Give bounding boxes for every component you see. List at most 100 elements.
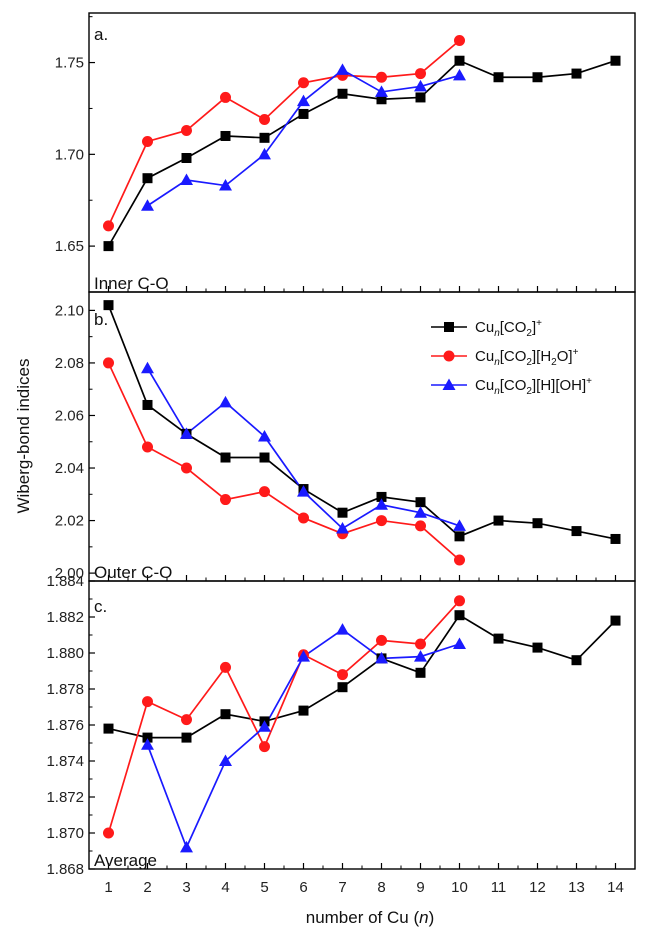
panel-a-series-0-point-10 [493, 72, 504, 83]
panel-c-series-0-point-3 [220, 709, 231, 720]
panel-c-series-1-point-0 [103, 827, 114, 839]
panel-b-series-0-point-8 [415, 497, 426, 508]
panel-c-series-2-point-0 [141, 738, 154, 750]
x-tick-label: 11 [491, 879, 507, 896]
panel-b-series-0-point-1 [142, 399, 153, 410]
x-tick-label: 2 [143, 879, 151, 896]
panel-b-series-0-point-0 [103, 300, 114, 311]
panel-b-series-0-point-10 [493, 515, 504, 526]
panel-b-y-tick-label: 2.02 [55, 513, 84, 530]
panel-b-series-0-point-6 [337, 507, 348, 518]
x-tick-label: 12 [529, 879, 546, 896]
x-tick-label: 7 [338, 879, 346, 896]
panel-a-corner-label: Inner C-O [94, 274, 169, 293]
panel-b-series-2-point-6 [375, 498, 388, 510]
panel-c-series-2-point-3 [258, 720, 271, 732]
panel-c-series-1-point-7 [376, 634, 387, 646]
panel-c-series-1-point-8 [415, 638, 426, 650]
panel-a-y-tick-label: 1.75 [55, 55, 84, 72]
panel-c-series-2-point-8 [453, 637, 466, 649]
panel-b-series-2-point-3 [258, 430, 271, 442]
panel-b-series-2-line [146, 367, 460, 530]
panel-b-corner-label: Outer C-O [94, 563, 172, 582]
panel-c-frame [88, 580, 636, 870]
panel-a-series-0-line [107, 59, 616, 247]
panel-a-label: a. [94, 25, 108, 44]
panel-c-series-0-point-1 [142, 732, 153, 743]
panel-b-series-0-line [107, 304, 616, 540]
legend-marker-black [444, 322, 454, 332]
panel-c-y-tick-label: 1.872 [46, 789, 84, 806]
panel-a-series-2-point-1 [180, 173, 193, 186]
panel-c-series-0-point-8 [415, 667, 426, 678]
panel-a-y-tick-label: 1.65 [55, 238, 84, 255]
panel-b-series-1-point-2 [181, 462, 192, 474]
panel-c-series-0-point-6 [337, 682, 348, 693]
panel-c-series-2-point-4 [297, 650, 310, 662]
panel-c-series-2-point-5 [336, 623, 349, 635]
panel-a-series-1-point-0 [103, 220, 114, 232]
panel-b-y-tick-label: 2.08 [55, 355, 84, 372]
panel-a-series-1-line [107, 39, 461, 227]
panel-c-series-1-line [107, 600, 461, 834]
panel-b-series-2-point-5 [336, 521, 349, 534]
panel-a-series-1-point-5 [298, 77, 309, 89]
x-axis-title: number of Cu (n) [306, 908, 435, 927]
panel-a-series-1-point-1 [142, 135, 153, 147]
panel-b-series-0-point-3 [220, 452, 231, 463]
panel-a-series-0-point-5 [298, 108, 309, 119]
panel-c-series-0-point-13 [610, 615, 621, 626]
panel-a-series-0-point-2 [181, 153, 192, 164]
panel-b-series-0-point-9 [454, 531, 465, 542]
panel-c-corner-label: Average [94, 851, 157, 870]
panel-c-series-0-point-2 [181, 732, 192, 743]
panel-c-series-1-point-1 [142, 696, 153, 708]
y-axis-title: Wiberg-bond indices [14, 359, 33, 514]
panel-c-series-0-line [108, 614, 617, 739]
x-tick-label: 3 [182, 879, 190, 896]
panel-a-series-0-point-4 [259, 132, 270, 143]
x-tick-label: 4 [221, 879, 229, 896]
panel-b-series-2-point-2 [219, 395, 232, 408]
panel-a-series-2-point-7 [414, 79, 427, 92]
panel-a-series-0-point-6 [337, 88, 348, 99]
panel-c-series-1-point-2 [181, 714, 192, 726]
panel-c-y-tick-label: 1.882 [46, 609, 84, 626]
panel-b-series-1-point-1 [142, 441, 153, 453]
legend-marker-blue [442, 378, 456, 390]
x-tick-label: 10 [451, 879, 468, 896]
panel-a-series-1-point-2 [181, 124, 192, 136]
panel-b-frame [88, 291, 636, 582]
panel-c-y-tick-label: 1.878 [46, 681, 84, 698]
panel-a-series-0-point-12 [571, 68, 582, 79]
panel-c-series-0-point-5 [298, 705, 309, 716]
x-tick-label: 8 [377, 879, 385, 896]
panel-c-series-1-point-3 [220, 661, 231, 673]
legend-marker-red [443, 350, 455, 362]
legend-label-black: Cun[CO2]+ [475, 318, 542, 339]
panel-b-series-2-point-8 [453, 519, 466, 531]
panel-c-series-0-point-10 [493, 633, 504, 644]
panel-a-series-0-point-11 [532, 72, 543, 83]
x-axis-title-main: number of Cu ( [306, 908, 420, 927]
panel-b-series-2-point-4 [297, 485, 310, 497]
panel-c-series-0-point-11 [532, 642, 543, 653]
panel-a-series-2-point-8 [453, 68, 466, 81]
panel-b-series-0-point-4 [259, 452, 270, 463]
panel-a-series-1-point-7 [376, 71, 387, 83]
panel-a-series-0-point-13 [610, 55, 621, 66]
panel-b-series-1-point-0 [103, 357, 114, 369]
panel-b-series-1-point-9 [454, 554, 465, 566]
panel-b-series-1-point-3 [220, 494, 231, 506]
panel-a-series-0-point-9 [454, 55, 465, 66]
x-tick-label: 14 [607, 879, 624, 896]
panel-a-series-0-point-0 [103, 241, 114, 252]
panel-b-y-tick-label: 2.06 [55, 407, 84, 424]
x-axis-title-var: n [419, 908, 428, 927]
panel-a-y-tick-label: 1.70 [55, 146, 84, 163]
panel-b-series-1-point-7 [376, 515, 387, 527]
panel-b-series-2-point-0 [141, 361, 154, 374]
panel-b-series-1-point-5 [298, 512, 309, 524]
panel-b-series-0-point-12 [571, 526, 582, 537]
x-tick-label: 6 [299, 879, 307, 896]
